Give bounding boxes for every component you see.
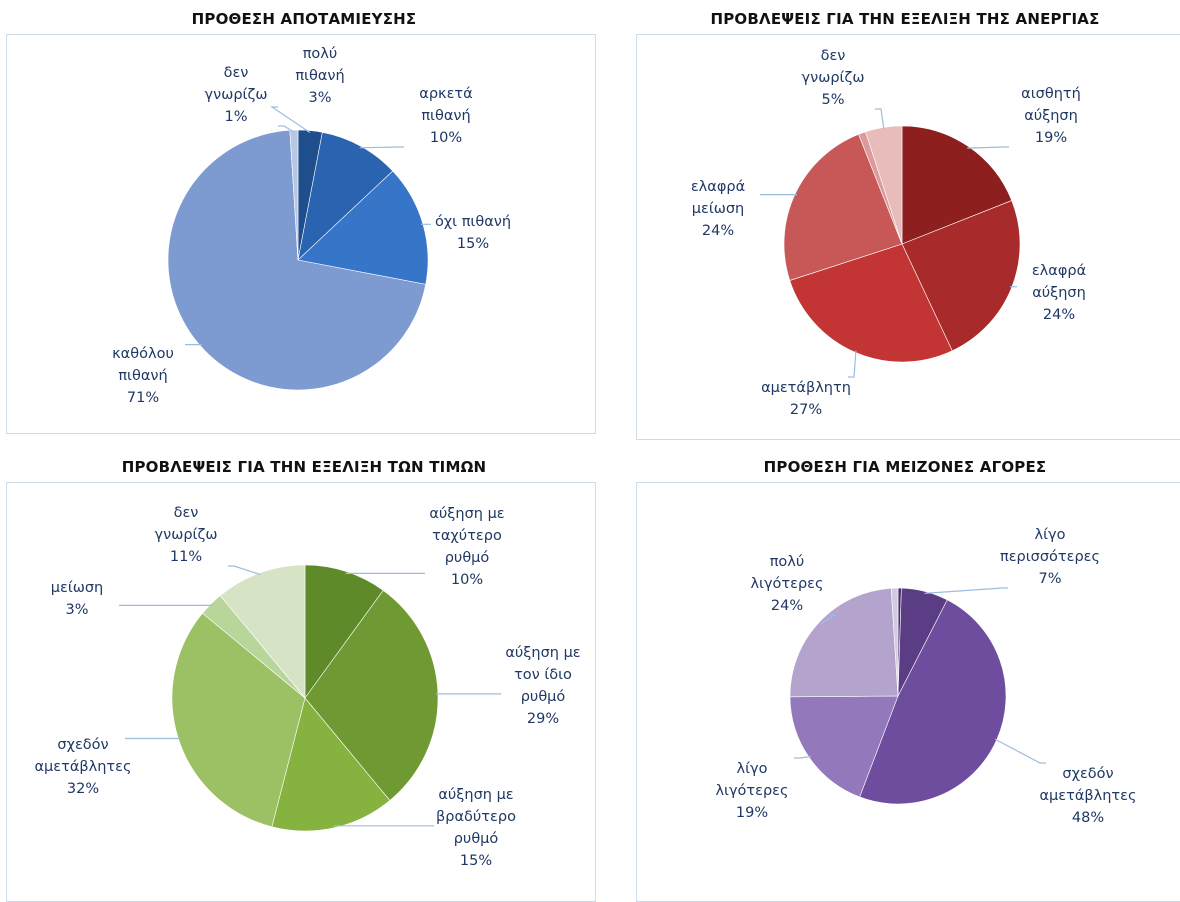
- leader-line: [924, 587, 1008, 594]
- slice-label: αύξηση με τον ίδιο ρυθμό 29%: [505, 645, 580, 727]
- slice-label: πολύ λιγότερες 24%: [750, 554, 823, 614]
- prices-panel: ΠΡΟΒΛΕΨΕΙΣ ΓΙΑ ΤΗΝ ΕΞΕΛΙΞΗ ΤΩΝ ΤΙΜΩΝ αύξ…: [0, 448, 608, 902]
- pie-slices: [789, 587, 1007, 805]
- pie-slices: [167, 129, 429, 391]
- leader-line: [875, 108, 885, 130]
- pie-slices: [783, 125, 1021, 363]
- slice-labels: αύξηση με ταχύτερο ρυθμό 10%αύξηση με τον ίδ…: [34, 505, 580, 869]
- pie-slice: [271, 697, 391, 832]
- slice-labels: λίγο περισσότερες 7% σχεδόν αμετάβλητες 48% λί…: [715, 527, 1136, 826]
- chart-title: ΠΡΟΘΕΣΗ ΓΙΑ ΜΕΙΖΟΝΕΣ ΑΓΟΡΕΣ: [763, 458, 1047, 476]
- leader-line: [820, 614, 838, 625]
- slice-label: αύξηση με βραδύτερο ρυθμό 15%: [436, 787, 516, 869]
- leader-line: [270, 106, 311, 134]
- pie-slice: [783, 133, 903, 281]
- leader-line: [228, 565, 261, 576]
- unemployment-panel: ΠΡΟΒΛΕΨΕΙΣ ΓΙΑ ΤΗΝ ΕΞΕΛΙΞΗ ΤΗΣ ΑΝΕΡΓΙΑΣ …: [630, 0, 1180, 440]
- chart-title: ΠΡΟΒΛΕΨΕΙΣ ΓΙΑ ΤΗΝ ΕΞΕΛΙΞΗ ΤΗΣ ΑΝΕΡΓΙΑΣ: [710, 10, 1100, 28]
- slice-label: σχεδόν αμετάβλητες 48%: [1039, 766, 1136, 826]
- major-purchases-panel: ΠΡΟΘΕΣΗ ΓΙΑ ΜΕΙΖΟΝΕΣ ΑΓΟΡΕΣ λίγο περισσότ…: [630, 448, 1180, 902]
- pie-slice: [304, 564, 384, 699]
- pie-slice: [901, 200, 1021, 352]
- slice-label: λίγο λιγότερες 19%: [715, 761, 788, 821]
- leader-line: [278, 125, 295, 133]
- leader-lines: [185, 106, 431, 346]
- leader-lines: [119, 565, 501, 827]
- chart-title: ΠΡΟΘΕΣΗ ΑΠΟΤΑΜΙΕΥΣΗΣ: [191, 10, 417, 28]
- pie-slice: [890, 587, 899, 697]
- slice-label: αρκετά πιθανή 10%: [419, 86, 472, 146]
- savings-intention-panel: ΠΡΟΘΕΣΗ ΑΠΟΤΑΜΙΕΥΣΗΣ πολύ πιθανή 3% αρκετά π…: [0, 0, 608, 440]
- slice-label: ελαφρά μείωση 24%: [691, 179, 745, 239]
- slice-label: δεν γνωρίζω 1%: [205, 65, 268, 125]
- slice-label: μείωση 3%: [51, 580, 104, 618]
- slice-labels: πολύ πιθανή 3% αρκετά πιθανή 10% όχι πιθανή 15%…: [112, 46, 511, 406]
- leader-lines: [760, 108, 1017, 378]
- slice-label: δεν γνωρίζω 11%: [155, 505, 218, 565]
- slice-label: όχι πιθανή 15%: [435, 214, 511, 252]
- unemployment-pie-chart: αισθητή αύξηση 19% ελαφρά αύξηση 24% αμετάβλητ…: [691, 48, 1086, 418]
- pie-slice: [219, 564, 306, 699]
- slice-label: σχεδόν αμετάβλητες 32%: [34, 737, 131, 797]
- pie-slice: [789, 695, 899, 798]
- slice-label: αμετάβλητη 27%: [761, 380, 851, 418]
- leader-line: [994, 738, 1046, 764]
- slice-labels: αισθητή αύξηση 19% ελαφρά αύξηση 24% αμετάβλητ…: [691, 48, 1086, 418]
- leader-line: [359, 146, 404, 149]
- leader-line: [848, 350, 857, 378]
- leader-lines: [794, 587, 1046, 764]
- slice-label: λίγο περισσότερες 7%: [1000, 527, 1100, 587]
- pie-slices: [171, 564, 439, 832]
- slice-label: δεν γνωρίζω 5%: [802, 48, 865, 108]
- slice-label: πολύ πιθανή 3%: [295, 46, 344, 106]
- pie-slice: [167, 129, 427, 391]
- pie-slice: [789, 587, 899, 698]
- pie-slice: [789, 243, 953, 363]
- slice-label: αισθητή αύξηση 19%: [1021, 86, 1081, 146]
- slice-label: αύξηση με ταχύτερο ρυθμό 10%: [429, 506, 504, 588]
- slice-label: ελαφρά αύξηση 24%: [1032, 263, 1086, 323]
- pie-slice: [297, 131, 394, 261]
- savings-pie-chart: πολύ πιθανή 3% αρκετά πιθανή 10% όχι πιθανή 15%…: [112, 46, 511, 406]
- leader-line: [794, 755, 812, 759]
- slice-label: καθόλου πιθανή 71%: [112, 346, 174, 406]
- leader-line: [967, 146, 1009, 149]
- pie-slice: [901, 125, 1013, 245]
- chart-title: ΠΡΟΒΛΕΨΕΙΣ ΓΙΑ ΤΗΝ ΕΞΕΛΙΞΗ ΤΩΝ ΤΙΜΩΝ: [121, 458, 487, 476]
- prices-pie-chart: αύξηση με ταχύτερο ρυθμό 10%αύξηση με τον ίδ…: [34, 505, 580, 869]
- major-purchases-pie-chart: λίγο περισσότερες 7% σχεδόν αμετάβλητες 48% λί…: [715, 527, 1136, 826]
